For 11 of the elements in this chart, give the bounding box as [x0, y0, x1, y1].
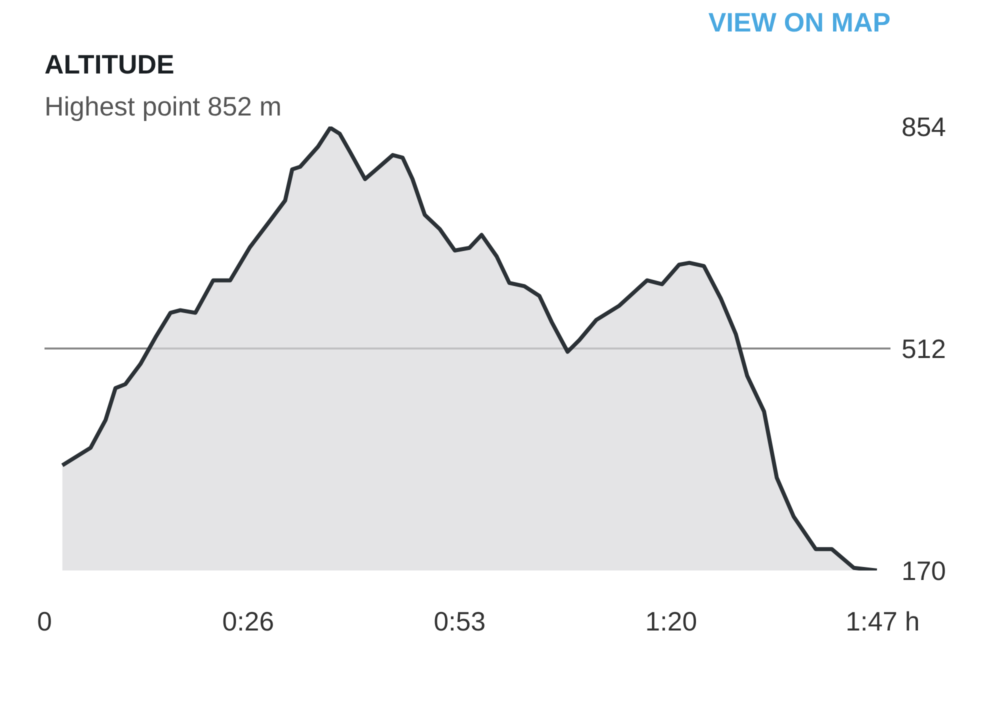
x-tick-label: 0:26: [222, 606, 274, 636]
y-tick-label: 170: [902, 556, 946, 586]
y-tick-label: 512: [902, 334, 946, 364]
x-tick-label: 0: [37, 606, 52, 636]
chart-title: ALTITUDE: [44, 50, 174, 80]
x-tick-label: 1:47 h: [846, 606, 920, 636]
y-tick-label: 854: [902, 112, 946, 142]
chart-subtitle: Highest point 852 m: [44, 92, 282, 122]
x-tick-label: 1:20: [645, 606, 698, 636]
x-tick-label: 0:53: [434, 606, 486, 636]
text: VIEW ON MAP: [708, 8, 890, 38]
